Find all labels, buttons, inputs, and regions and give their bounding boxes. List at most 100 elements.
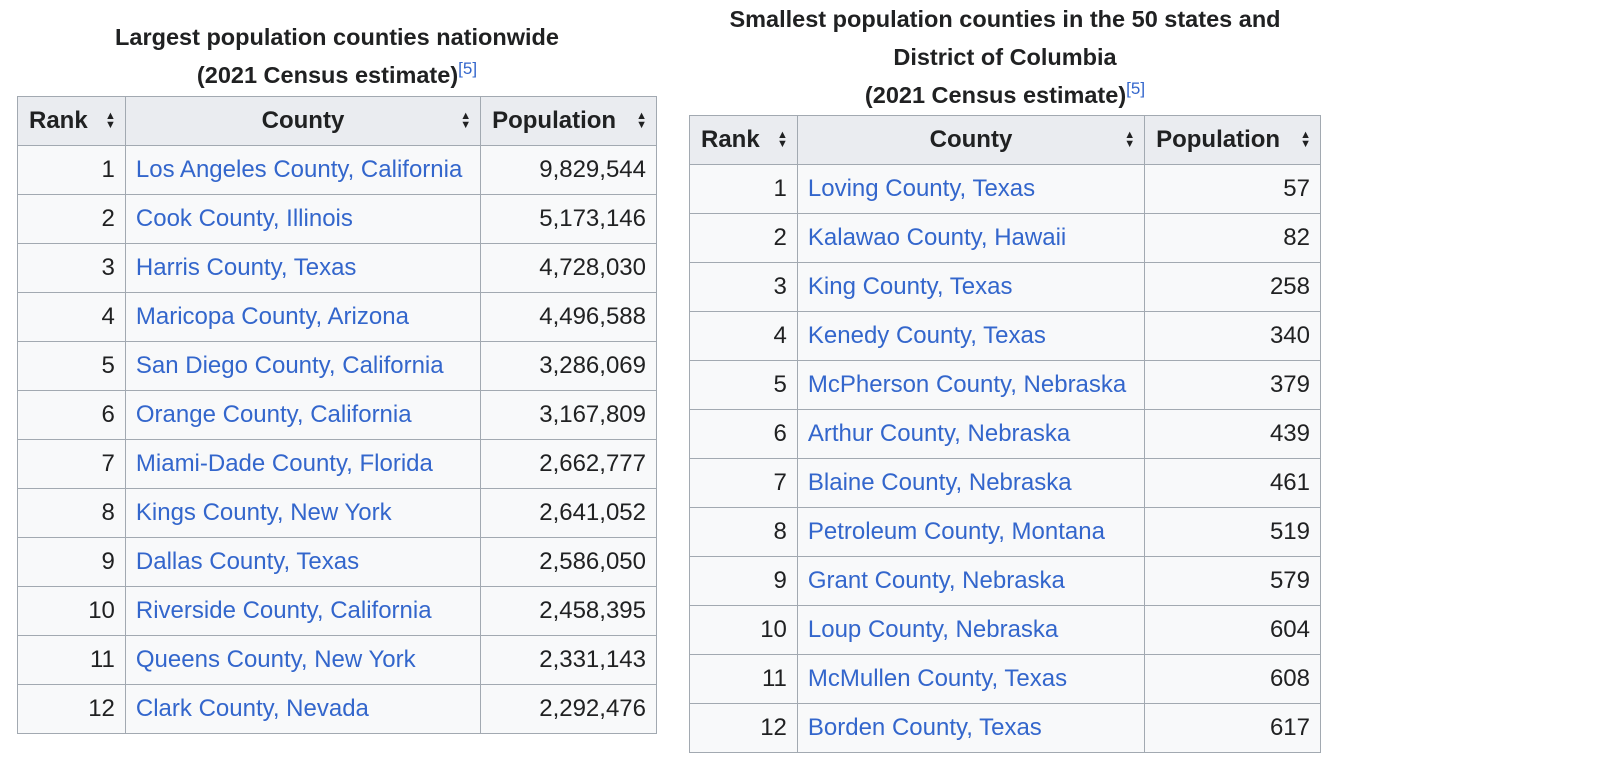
population-cell: 461 (1144, 458, 1321, 508)
population-cell: 2,292,476 (480, 684, 657, 734)
county-link[interactable]: Riverside County, California (135, 597, 432, 624)
county-cell: McMullen County, Texas (796, 654, 1146, 704)
population-column-header[interactable]: Population ▲ ▼ (480, 96, 657, 146)
population-cell: 2,641,052 (480, 488, 657, 538)
rank-cell: 3 (17, 243, 126, 293)
population-header-label: Population (1156, 126, 1281, 153)
rank-cell: 8 (17, 488, 126, 538)
table-row: 6 Arthur County, Nebraska 439 (689, 409, 1321, 459)
county-link[interactable]: McMullen County, Texas (807, 665, 1068, 692)
table-row: 8 Kings County, New York 2,641,052 (17, 488, 657, 538)
county-link[interactable]: Kings County, New York (135, 499, 392, 526)
county-column-header[interactable]: County ▲ ▼ (796, 115, 1146, 165)
rank-cell: 9 (689, 556, 798, 606)
county-link[interactable]: Dallas County, Texas (135, 548, 360, 575)
population-cell: 258 (1144, 262, 1321, 312)
population-cell: 9,829,544 (480, 145, 657, 195)
county-link[interactable]: Queens County, New York (135, 646, 416, 673)
sort-icon[interactable]: ▲ ▼ (777, 129, 788, 150)
population-cell: 439 (1144, 409, 1321, 459)
county-cell: Harris County, Texas (124, 243, 482, 293)
population-cell: 57 (1144, 164, 1321, 214)
county-cell: San Diego County, California (124, 341, 482, 391)
county-header-label: County (929, 126, 1013, 153)
sort-icon[interactable]: ▲ ▼ (1300, 129, 1311, 150)
county-cell: Cook County, Illinois (124, 194, 482, 244)
rank-cell: 1 (689, 164, 798, 214)
county-link[interactable]: Clark County, Nevada (135, 695, 369, 722)
rank-cell: 7 (689, 458, 798, 508)
county-cell: Grant County, Nebraska (796, 556, 1146, 606)
county-link[interactable]: Los Angeles County, California (135, 156, 463, 183)
rank-cell: 4 (17, 292, 126, 342)
table-row: 12 Borden County, Texas 617 (689, 703, 1321, 753)
county-link[interactable]: Cook County, Illinois (135, 205, 353, 232)
sort-icon[interactable]: ▲ ▼ (636, 110, 647, 131)
rank-cell: 5 (689, 360, 798, 410)
county-cell: Maricopa County, Arizona (124, 292, 482, 342)
county-link[interactable]: Petroleum County, Montana (807, 518, 1105, 545)
county-link[interactable]: Loving County, Texas (807, 175, 1036, 202)
reference-link[interactable]: [5] (1126, 79, 1146, 99)
county-link[interactable]: Loup County, Nebraska (807, 616, 1059, 643)
population-cell: 4,496,588 (480, 292, 657, 342)
reference-link[interactable]: [5] (458, 59, 478, 79)
county-cell: Queens County, New York (124, 635, 482, 685)
table-row: 9 Dallas County, Texas 2,586,050 (17, 537, 657, 587)
table-row: 2 Cook County, Illinois 5,173,146 (17, 194, 657, 244)
county-link[interactable]: Arthur County, Nebraska (807, 420, 1071, 447)
county-link[interactable]: Orange County, California (135, 401, 412, 428)
sort-icon[interactable]: ▲ ▼ (460, 110, 472, 131)
county-link[interactable]: Blaine County, Nebraska (807, 469, 1072, 496)
population-cell: 3,167,809 (480, 390, 657, 440)
rank-cell: 4 (689, 311, 798, 361)
population-cell: 617 (1144, 703, 1321, 753)
smallest-counties-table: Rank ▲ ▼ County ▲ ▼ Population ▲ ▼ 1 Loving Cou… (689, 115, 1321, 753)
rank-cell: 10 (689, 605, 798, 655)
rank-cell: 8 (689, 507, 798, 557)
county-cell: Miami-Dade County, Florida (124, 439, 482, 489)
county-cell: Orange County, California (124, 390, 482, 440)
county-cell: Arthur County, Nebraska (796, 409, 1146, 459)
table-row: 10 Riverside County, California 2,458,395 (17, 586, 657, 636)
population-cell: 579 (1144, 556, 1321, 606)
county-link[interactable]: Miami-Dade County, Florida (135, 450, 433, 477)
caption-line: (2021 Census estimate)[5] (689, 76, 1321, 114)
table-row: 9 Grant County, Nebraska 579 (689, 556, 1321, 606)
population-cell: 2,662,777 (480, 439, 657, 489)
rank-cell: 10 (17, 586, 126, 636)
population-column-header[interactable]: Population ▲ ▼ (1144, 115, 1321, 165)
population-cell: 2,458,395 (480, 586, 657, 636)
county-link[interactable]: Maricopa County, Arizona (135, 303, 409, 330)
population-cell: 604 (1144, 605, 1321, 655)
county-column-header[interactable]: County ▲ ▼ (124, 96, 482, 146)
rank-cell: 2 (689, 213, 798, 263)
rank-cell: 12 (689, 703, 798, 753)
largest-table-caption: Largest population counties nationwide (… (17, 0, 657, 96)
table-row: 10 Loup County, Nebraska 604 (689, 605, 1321, 655)
table-row: 11 Queens County, New York 2,331,143 (17, 635, 657, 685)
county-link[interactable]: McPherson County, Nebraska (807, 371, 1127, 398)
rank-column-header[interactable]: Rank ▲ ▼ (17, 96, 126, 146)
rank-cell: 6 (689, 409, 798, 459)
county-cell: Loup County, Nebraska (796, 605, 1146, 655)
county-link[interactable]: Borden County, Texas (807, 714, 1042, 741)
caption-text: (2021 Census estimate) (864, 82, 1127, 108)
table-row: 5 San Diego County, California 3,286,069 (17, 341, 657, 391)
county-link[interactable]: King County, Texas (807, 273, 1013, 300)
rank-cell: 3 (689, 262, 798, 312)
county-link[interactable]: San Diego County, California (135, 352, 444, 379)
sort-icon[interactable]: ▲ ▼ (105, 110, 116, 131)
sort-icon[interactable]: ▲ ▼ (1124, 129, 1136, 150)
table-row: 12 Clark County, Nevada 2,292,476 (17, 684, 657, 734)
county-cell: Clark County, Nevada (124, 684, 482, 734)
county-link[interactable]: Harris County, Texas (135, 254, 357, 281)
county-link[interactable]: Grant County, Nebraska (807, 567, 1065, 594)
county-link[interactable]: Kenedy County, Texas (807, 322, 1046, 349)
rank-cell: 9 (17, 537, 126, 587)
rank-column-header[interactable]: Rank ▲ ▼ (689, 115, 798, 165)
population-cell: 379 (1144, 360, 1321, 410)
county-link[interactable]: Kalawao County, Hawaii (807, 224, 1067, 251)
rank-cell: 11 (17, 635, 126, 685)
table-row: 7 Miami-Dade County, Florida 2,662,777 (17, 439, 657, 489)
